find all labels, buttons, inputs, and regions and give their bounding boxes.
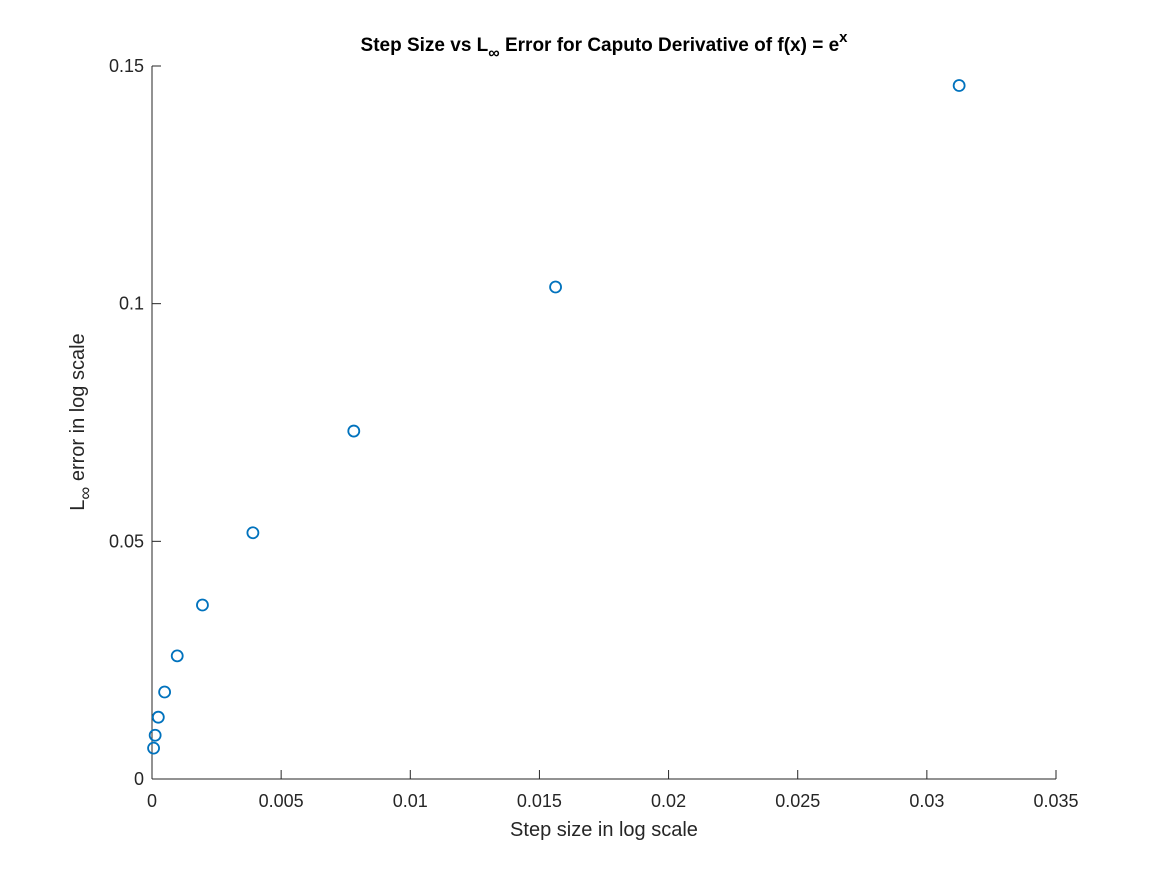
x-tick-label: 0.01 (393, 791, 428, 811)
x-tick-label: 0.02 (651, 791, 686, 811)
data-point (952, 79, 966, 92)
chart-title: Step Size vs L∞ Error for Caputo Derivat… (361, 29, 849, 62)
x-tick-label: 0.035 (1033, 791, 1078, 811)
data-point (151, 710, 165, 724)
y-axis: 0 0.05 0.1 0.15 (109, 56, 161, 789)
y-tick-label: 0 (134, 769, 144, 789)
x-tick-label: 0.025 (775, 791, 820, 811)
data-point (347, 424, 361, 438)
x-axis-label: Step size in log scale (510, 819, 698, 841)
x-axis: 0 0.005 0.01 0.015 0.02 0.025 0.03 0.035 (147, 770, 1079, 811)
data-point (246, 526, 260, 540)
title-superscript: x (839, 29, 848, 46)
y-tick-label: 0.1 (119, 294, 144, 314)
y-tick-label: 0.15 (109, 56, 144, 76)
data-point (549, 280, 562, 294)
data-point (148, 728, 162, 742)
data-points (147, 79, 966, 755)
data-point (196, 598, 209, 612)
data-point (170, 649, 184, 663)
x-tick-label: 0.005 (259, 791, 304, 811)
x-tick-label: 0 (147, 791, 157, 811)
x-tick-label: 0.03 (909, 791, 944, 811)
y-label-subscript: ∞ (75, 487, 95, 500)
y-axis-label: L∞ error in log scale (67, 333, 95, 510)
data-point (147, 741, 160, 755)
y-tick-label: 0.05 (109, 531, 144, 551)
title-subscript: ∞ (488, 45, 499, 62)
x-tick-label: 0.015 (517, 791, 562, 811)
data-point (158, 685, 172, 699)
